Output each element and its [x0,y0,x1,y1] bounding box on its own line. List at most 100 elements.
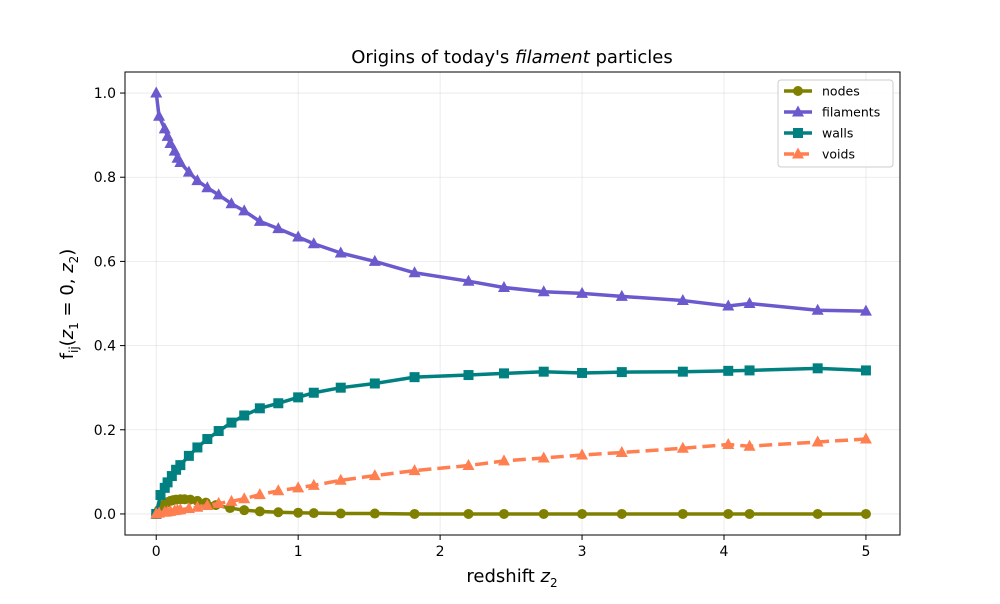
data-point-voids [272,484,285,496]
data-point-walls [162,477,173,488]
data-point-voids [253,488,266,500]
data-point-walls [463,370,474,381]
legend-marker [793,86,803,96]
data-point-filaments [368,254,381,266]
data-point-filaments [150,86,163,98]
y-axis-label-eq: = 0, [57,273,78,322]
plot-frame [124,71,901,536]
x-tick-label: 0 [152,544,161,560]
data-point-filaments [164,137,177,149]
data-point-walls [213,426,224,437]
data-point-walls [239,410,250,421]
data-point-nodes [308,508,319,519]
data-point-filaments [292,230,305,242]
legend-entry-nodes: nodes [784,84,860,99]
data-point-nodes [860,508,871,519]
data-point-nodes [744,508,755,519]
data-point-walls [155,490,166,501]
data-point-voids [576,448,589,460]
legend-label: nodes [822,84,860,99]
data-point-nodes [577,508,588,519]
data-point-filaments [676,294,689,306]
data-point-filaments [615,289,628,301]
y-axis-label-sub: ij [67,346,81,353]
y-axis-label-z2: z [57,263,78,274]
data-point-walls [616,367,627,378]
y-axis-ticks: 0.0 0.2 0.4 0.6 0.8 1.0 [94,86,125,523]
y-axis-label-open: ( [57,339,78,346]
data-point-filaments [174,155,187,167]
y-tick-label: 0.0 [94,507,116,523]
data-point-filaments [253,214,266,226]
data-point-walls [723,365,734,376]
y-tick-label: 0.2 [94,423,116,439]
legend-entry-walls: walls [784,126,853,141]
series-layer [150,86,872,519]
data-point-filaments [272,222,285,234]
data-point-voids [307,478,320,490]
data-point-nodes [498,508,509,519]
series-voids [150,432,872,519]
legend-label: walls [822,126,853,141]
data-point-filaments [307,237,320,249]
data-point-voids [811,435,824,447]
data-point-voids [615,446,628,458]
x-tick-label: 1 [294,544,303,560]
data-point-walls [202,434,213,445]
x-tick-label: 3 [578,544,587,560]
legend-label: filaments [822,105,880,120]
chart-title: Origins of today's filament particles [351,47,673,68]
data-point-walls [159,482,170,493]
data-point-voids [334,473,347,485]
y-axis-label-f: f [57,352,78,359]
data-point-voids [292,481,305,493]
data-point-walls [677,366,688,377]
series-walls [151,363,871,519]
data-point-walls [409,372,420,383]
data-point-walls [577,367,588,378]
chart-title-text: Origins of today's [351,47,515,68]
data-point-filaments [408,266,421,278]
data-point-nodes [538,508,549,519]
data-point-voids [537,451,550,463]
y-axis-label: fij(z1 = 0, z2) [57,249,81,360]
x-tick-label: 2 [436,544,445,560]
x-axis-ticks: 0 1 2 3 4 5 [152,535,870,560]
data-point-nodes [677,508,688,519]
data-point-voids [462,459,475,471]
y-tick-label: 0.6 [94,254,116,270]
x-axis-label-sub: 2 [550,576,558,590]
x-axis-label-text: redshift [466,566,540,587]
data-point-walls [293,392,304,403]
data-point-filaments [212,188,225,200]
legend-label: voids [822,147,855,162]
data-point-filaments [462,274,475,286]
legend-entry-voids: voids [784,147,855,162]
data-point-voids [201,499,214,511]
data-point-walls [812,363,823,374]
data-point-filaments [153,109,166,121]
data-point-nodes [723,508,734,519]
series-filaments [150,86,872,316]
data-point-walls [308,387,319,398]
data-point-nodes [409,508,420,519]
data-point-nodes [463,508,474,519]
data-point-walls [226,417,237,428]
data-point-filaments [191,174,204,186]
data-point-filaments [811,303,824,315]
legend-entries: nodes filaments walls voids [784,84,880,162]
data-point-voids [212,496,225,508]
data-point-filaments [334,246,347,258]
data-point-walls [744,365,755,376]
data-point-nodes [369,508,380,519]
x-tick-label: 5 [861,544,870,560]
data-point-walls [369,378,380,389]
data-point-voids [722,438,735,450]
chart-title-tail: particles [590,47,673,68]
data-point-voids [408,464,421,476]
data-point-nodes [293,507,304,518]
legend-marker [793,128,803,138]
y-tick-label: 1.0 [94,86,116,102]
legend-marker [792,147,804,159]
y-axis-label-z1: z [57,329,78,340]
